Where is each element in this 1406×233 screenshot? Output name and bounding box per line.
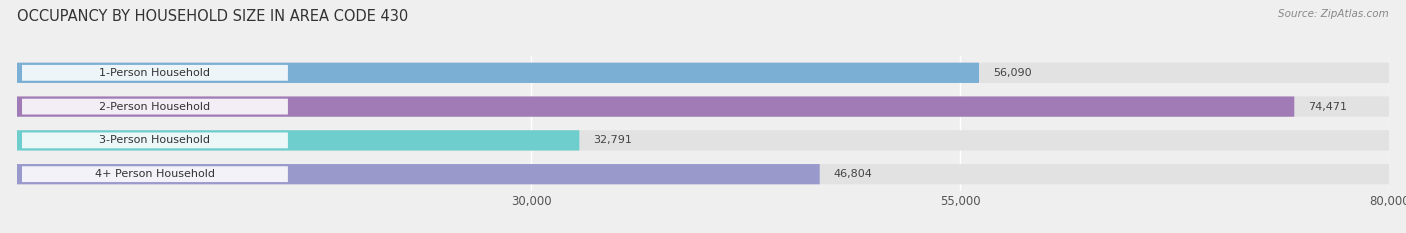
Text: 4+ Person Household: 4+ Person Household (96, 169, 215, 179)
Text: 56,090: 56,090 (993, 68, 1032, 78)
Text: 2-Person Household: 2-Person Household (100, 102, 211, 112)
FancyBboxPatch shape (17, 63, 979, 83)
Text: OCCUPANCY BY HOUSEHOLD SIZE IN AREA CODE 430: OCCUPANCY BY HOUSEHOLD SIZE IN AREA CODE… (17, 9, 408, 24)
Text: Source: ZipAtlas.com: Source: ZipAtlas.com (1278, 9, 1389, 19)
FancyBboxPatch shape (17, 96, 1295, 117)
FancyBboxPatch shape (17, 130, 1389, 151)
FancyBboxPatch shape (22, 65, 288, 81)
Text: 46,804: 46,804 (834, 169, 872, 179)
FancyBboxPatch shape (22, 99, 288, 114)
FancyBboxPatch shape (17, 164, 1389, 184)
Text: 74,471: 74,471 (1308, 102, 1347, 112)
FancyBboxPatch shape (17, 96, 1389, 117)
Text: 32,791: 32,791 (593, 135, 631, 145)
FancyBboxPatch shape (17, 164, 820, 184)
Text: 1-Person Household: 1-Person Household (100, 68, 211, 78)
FancyBboxPatch shape (22, 133, 288, 148)
FancyBboxPatch shape (17, 63, 1389, 83)
Text: 3-Person Household: 3-Person Household (100, 135, 211, 145)
FancyBboxPatch shape (22, 166, 288, 182)
FancyBboxPatch shape (17, 130, 579, 151)
